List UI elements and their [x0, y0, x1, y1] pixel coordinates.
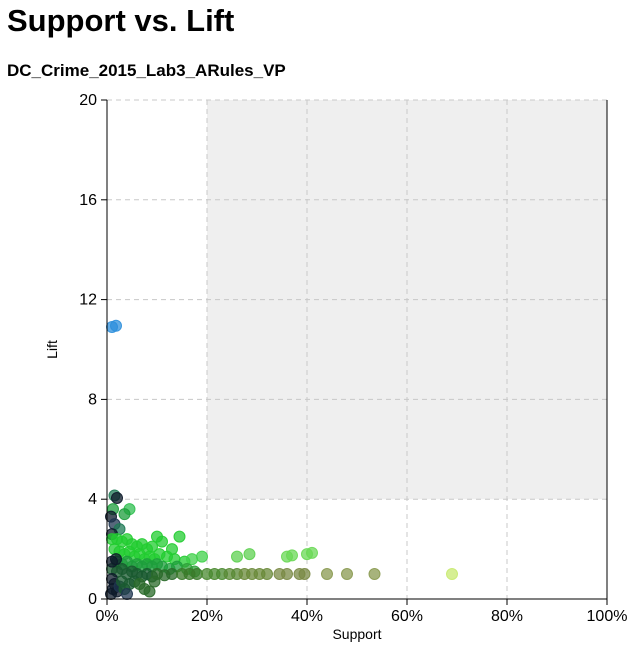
- x-tick-label: 100%: [587, 608, 628, 625]
- data-point: [196, 550, 208, 563]
- data-point: [286, 549, 298, 562]
- y-tick-label: 4: [88, 491, 97, 508]
- y-tick-label: 16: [79, 192, 97, 209]
- data-point: [261, 568, 273, 581]
- data-point: [191, 568, 203, 581]
- data-points-layer: [105, 319, 458, 601]
- x-axis-ticks: 0% 20% 40% 60% 80% 100%: [95, 599, 627, 625]
- data-point: [118, 508, 131, 521]
- data-point: [173, 530, 186, 543]
- y-tick-label: 20: [79, 92, 97, 109]
- chart-title: Support vs. Lift: [7, 3, 235, 38]
- x-tick-label: 60%: [391, 608, 423, 625]
- data-point: [121, 588, 133, 601]
- data-point: [111, 491, 123, 504]
- data-point: [321, 568, 333, 581]
- data-point: [143, 585, 156, 598]
- chart-subtitle: DC_Crime_2015_Lab3_ARules_VP: [7, 61, 286, 80]
- data-point: [368, 568, 381, 581]
- y-tick-label: 12: [79, 292, 97, 309]
- axes-layer: [106, 100, 608, 600]
- y-axis-label: Lift: [44, 340, 60, 359]
- data-point: [243, 548, 256, 561]
- x-axis-label: Support: [332, 626, 381, 642]
- data-point: [281, 568, 293, 581]
- x-tick-label: 80%: [491, 608, 523, 625]
- data-point: [306, 546, 318, 559]
- data-point: [186, 553, 198, 566]
- data-point: [341, 568, 353, 581]
- data-point: [231, 550, 243, 563]
- data-point: [106, 555, 118, 568]
- data-point: [148, 575, 161, 588]
- x-tick-label: 20%: [191, 608, 223, 625]
- data-point: [446, 568, 458, 581]
- x-tick-label: 0%: [95, 608, 118, 625]
- data-point: [110, 319, 122, 332]
- grid-layer: [107, 99, 607, 599]
- y-axis-ticks: 0 4 8 12 16 20: [79, 92, 107, 608]
- x-tick-label: 40%: [291, 608, 323, 625]
- y-tick-label: 0: [88, 591, 97, 608]
- data-point: [298, 568, 311, 581]
- data-point: [166, 568, 178, 581]
- data-point: [156, 535, 168, 548]
- y-tick-label: 8: [88, 391, 97, 408]
